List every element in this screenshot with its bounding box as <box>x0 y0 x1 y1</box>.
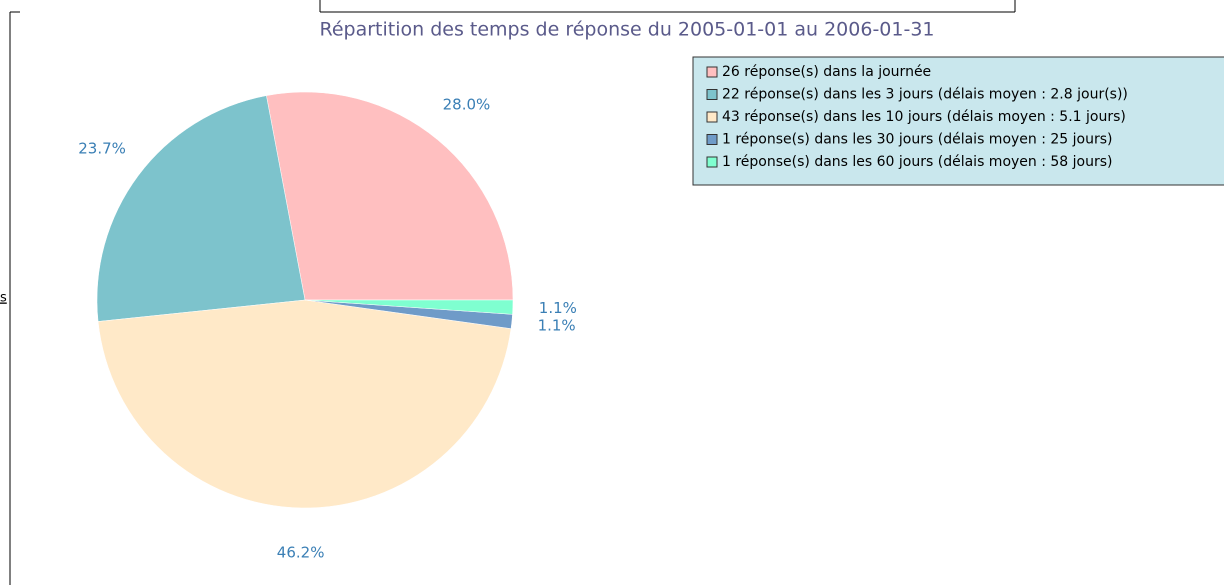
legend-label: 1 réponse(s) dans les 30 jours (délais m… <box>722 132 1113 148</box>
legend-label: 1 réponse(s) dans les 60 jours (délais m… <box>722 154 1113 170</box>
legend-swatch <box>706 89 718 100</box>
legend-label: 22 réponse(s) dans les 3 jours (délais m… <box>722 87 1128 103</box>
legend-swatch <box>706 66 718 78</box>
legend-swatch <box>706 156 718 168</box>
pie-slice <box>96 95 306 322</box>
legend-label: 43 réponse(s) dans les 10 jours (délais … <box>722 109 1126 125</box>
side-text: s <box>0 291 7 306</box>
pie-slice <box>97 299 512 509</box>
chart-title: Répartition des temps de réponse du 2005… <box>319 19 934 41</box>
legend-label: 26 réponse(s) dans la journée <box>722 64 931 80</box>
data-label: 28.0% <box>443 96 491 114</box>
data-label: 1.1% <box>539 299 577 317</box>
legend-box <box>692 56 1224 186</box>
pie-slice <box>266 91 514 301</box>
legend-swatch <box>706 134 718 145</box>
data-label: 46.2% <box>277 543 325 561</box>
pie-slice <box>304 299 514 315</box>
data-label: 1.1% <box>538 317 576 335</box>
data-label: 23.7% <box>78 139 126 157</box>
legend-swatch <box>706 111 718 123</box>
